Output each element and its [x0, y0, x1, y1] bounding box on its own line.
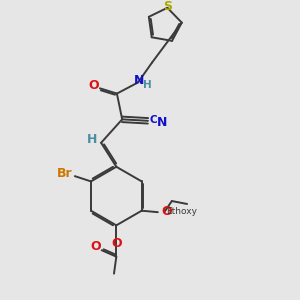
- Text: N: N: [134, 74, 144, 87]
- Text: O: O: [111, 237, 122, 250]
- Text: C: C: [149, 115, 157, 125]
- Text: O: O: [91, 240, 101, 253]
- Text: H: H: [87, 133, 98, 146]
- Text: N: N: [157, 116, 168, 129]
- Text: O: O: [89, 79, 99, 92]
- Text: Ethoxy: Ethoxy: [166, 207, 197, 216]
- Text: Br: Br: [57, 167, 72, 180]
- Text: S: S: [164, 0, 172, 13]
- Text: O: O: [162, 205, 172, 218]
- Text: H: H: [143, 80, 152, 90]
